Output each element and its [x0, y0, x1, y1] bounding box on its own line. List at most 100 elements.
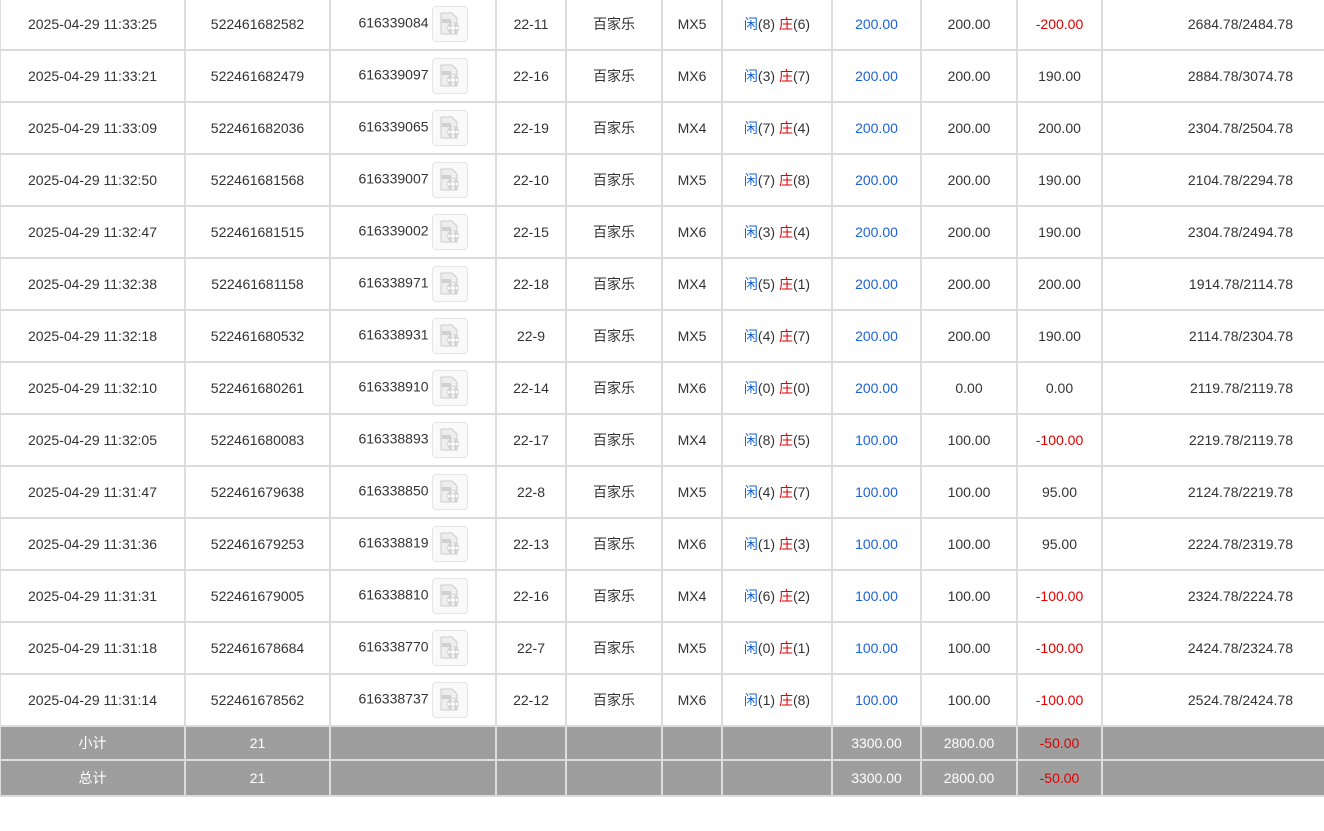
order-number: 522461682479: [184, 49, 331, 103]
game-name: 百家乐: [565, 257, 663, 311]
win-loss: 190.00: [1016, 49, 1103, 103]
player-points: (3): [757, 224, 776, 240]
bet-amount: 100.00: [831, 517, 922, 571]
table-row: 2025-04-29 11:32:38 522461681158 616338971…: [0, 257, 1324, 311]
player-points: (3): [757, 68, 776, 84]
order-number: 522461678562: [184, 673, 331, 727]
table-row: 2025-04-29 11:31:47 522461679638 616338850…: [0, 465, 1324, 519]
player-label: 闲: [743, 328, 758, 344]
player-label: 闲: [743, 172, 758, 188]
banker-label: 庄: [778, 484, 793, 500]
player-label: 闲: [743, 692, 758, 708]
banker-points: (7): [792, 68, 811, 84]
game-name: 百家乐: [565, 153, 663, 207]
win-loss: 190.00: [1016, 309, 1103, 363]
banker-points: (0): [792, 380, 811, 396]
table-name: MX6: [661, 49, 723, 103]
player-points: (1): [757, 536, 776, 552]
result-cell: 闲(4) 庄(7): [721, 465, 833, 519]
bet-time: 2025-04-29 11:33:25: [0, 0, 186, 51]
banker-points: (1): [792, 276, 811, 292]
player-label: 闲: [743, 588, 758, 604]
player-points: (8): [757, 432, 776, 448]
banker-label: 庄: [778, 276, 793, 292]
valid-bet: 100.00: [920, 413, 1018, 467]
player-points: (0): [757, 640, 776, 656]
bet-amount: 200.00: [831, 309, 922, 363]
video-file-icon[interactable]: [431, 110, 468, 146]
video-file-icon[interactable]: [431, 318, 468, 354]
banker-label: 庄: [778, 172, 793, 188]
round-cell: 616338910: [329, 361, 497, 415]
game-name: 百家乐: [565, 413, 663, 467]
bet-amount: 200.00: [831, 153, 922, 207]
table-row: 2025-04-29 11:31:36 522461679253 616338819…: [0, 517, 1324, 571]
game-name: 百家乐: [565, 0, 663, 51]
table-row: 2025-04-29 11:32:18 522461680532 616338931…: [0, 309, 1324, 363]
balance-before-after: 2324.78/2224.78: [1101, 569, 1324, 623]
table-name: MX5: [661, 465, 723, 519]
video-file-icon[interactable]: [431, 162, 468, 198]
banker-points: (7): [792, 328, 811, 344]
banker-label: 庄: [778, 640, 793, 656]
shoe-number: 22-9: [495, 309, 567, 363]
result-cell: 闲(7) 庄(8): [721, 153, 833, 207]
video-file-icon[interactable]: [431, 422, 468, 458]
banker-points: (2): [792, 588, 811, 604]
round-number: 616338910: [358, 378, 429, 395]
video-file-icon[interactable]: [431, 6, 468, 42]
table-row: 2025-04-29 11:32:05 522461680083 616338893…: [0, 413, 1324, 467]
shoe-number: 22-7: [495, 621, 567, 675]
result-cell: 闲(3) 庄(4): [721, 205, 833, 259]
total-row: 总计 21 3300.00 2800.00 -50.00: [0, 759, 1324, 797]
total-bet: 3300.00: [831, 759, 922, 797]
video-file-icon[interactable]: [431, 370, 468, 406]
shoe-number: 22-15: [495, 205, 567, 259]
shoe-number: 22-10: [495, 153, 567, 207]
table-row: 2025-04-29 11:31:31 522461679005 616338810…: [0, 569, 1324, 623]
game-name: 百家乐: [565, 309, 663, 363]
player-points: (5): [757, 276, 776, 292]
round-cell: 616339065: [329, 101, 497, 155]
win-loss: 200.00: [1016, 257, 1103, 311]
video-file-icon[interactable]: [431, 266, 468, 302]
order-number: 522461679638: [184, 465, 331, 519]
table-row: 2025-04-29 11:32:50 522461681568 616339007…: [0, 153, 1324, 207]
total-win: -50.00: [1016, 759, 1103, 797]
video-file-icon[interactable]: [431, 474, 468, 510]
total-count: 21: [184, 759, 331, 797]
table-name: MX6: [661, 517, 723, 571]
table-name: MX4: [661, 569, 723, 623]
video-file-icon[interactable]: [431, 58, 468, 94]
player-label: 闲: [743, 380, 758, 396]
table-name: MX5: [661, 309, 723, 363]
valid-bet: 100.00: [920, 621, 1018, 675]
player-label: 闲: [743, 224, 758, 240]
shoe-number: 22-12: [495, 673, 567, 727]
video-file-icon[interactable]: [431, 682, 468, 718]
result-cell: 闲(6) 庄(2): [721, 569, 833, 623]
game-name: 百家乐: [565, 361, 663, 415]
game-name: 百家乐: [565, 465, 663, 519]
video-file-icon[interactable]: [431, 578, 468, 614]
result-cell: 闲(8) 庄(5): [721, 413, 833, 467]
video-file-icon[interactable]: [431, 526, 468, 562]
win-loss: 95.00: [1016, 465, 1103, 519]
video-file-icon[interactable]: [431, 630, 468, 666]
round-number: 616339097: [358, 66, 429, 83]
table-row: 2025-04-29 11:31:18 522461678684 616338770…: [0, 621, 1324, 675]
win-loss: 200.00: [1016, 101, 1103, 155]
round-cell: 616338810: [329, 569, 497, 623]
banker-points: (1): [792, 640, 811, 656]
subtotal-win: -50.00: [1016, 725, 1103, 761]
bet-time: 2025-04-29 11:32:38: [0, 257, 186, 311]
round-number: 616339007: [358, 170, 429, 187]
balance-before-after: 1914.78/2114.78: [1101, 257, 1324, 311]
video-file-icon[interactable]: [431, 214, 468, 250]
round-number: 616339065: [358, 118, 429, 135]
order-number: 522461682582: [184, 0, 331, 51]
banker-label: 庄: [778, 120, 793, 136]
game-name: 百家乐: [565, 517, 663, 571]
player-label: 闲: [743, 120, 758, 136]
bet-amount: 100.00: [831, 465, 922, 519]
